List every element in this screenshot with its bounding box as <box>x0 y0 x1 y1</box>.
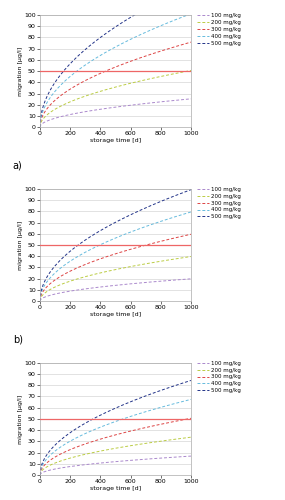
Legend: 100 mg/kg, 200 mg/kg, 300 mg/kg, 400 mg/kg, 500 mg/kg: 100 mg/kg, 200 mg/kg, 300 mg/kg, 400 mg/… <box>197 13 241 46</box>
Legend: 100 mg/kg, 200 mg/kg, 300 mg/kg, 400 mg/kg, 500 mg/kg: 100 mg/kg, 200 mg/kg, 300 mg/kg, 400 mg/… <box>197 186 241 220</box>
Y-axis label: migration [µg/l]: migration [µg/l] <box>18 46 23 96</box>
Text: a): a) <box>13 161 23 171</box>
X-axis label: storage time [d]: storage time [d] <box>90 486 141 490</box>
Y-axis label: migration [µg/l]: migration [µg/l] <box>18 220 23 270</box>
Y-axis label: migration [µg/l]: migration [µg/l] <box>18 394 23 444</box>
Text: b): b) <box>13 335 23 345</box>
X-axis label: storage time [d]: storage time [d] <box>90 138 141 143</box>
Legend: 100 mg/kg, 200 mg/kg, 300 mg/kg, 400 mg/kg, 500 mg/kg: 100 mg/kg, 200 mg/kg, 300 mg/kg, 400 mg/… <box>197 360 241 394</box>
X-axis label: storage time [d]: storage time [d] <box>90 312 141 316</box>
